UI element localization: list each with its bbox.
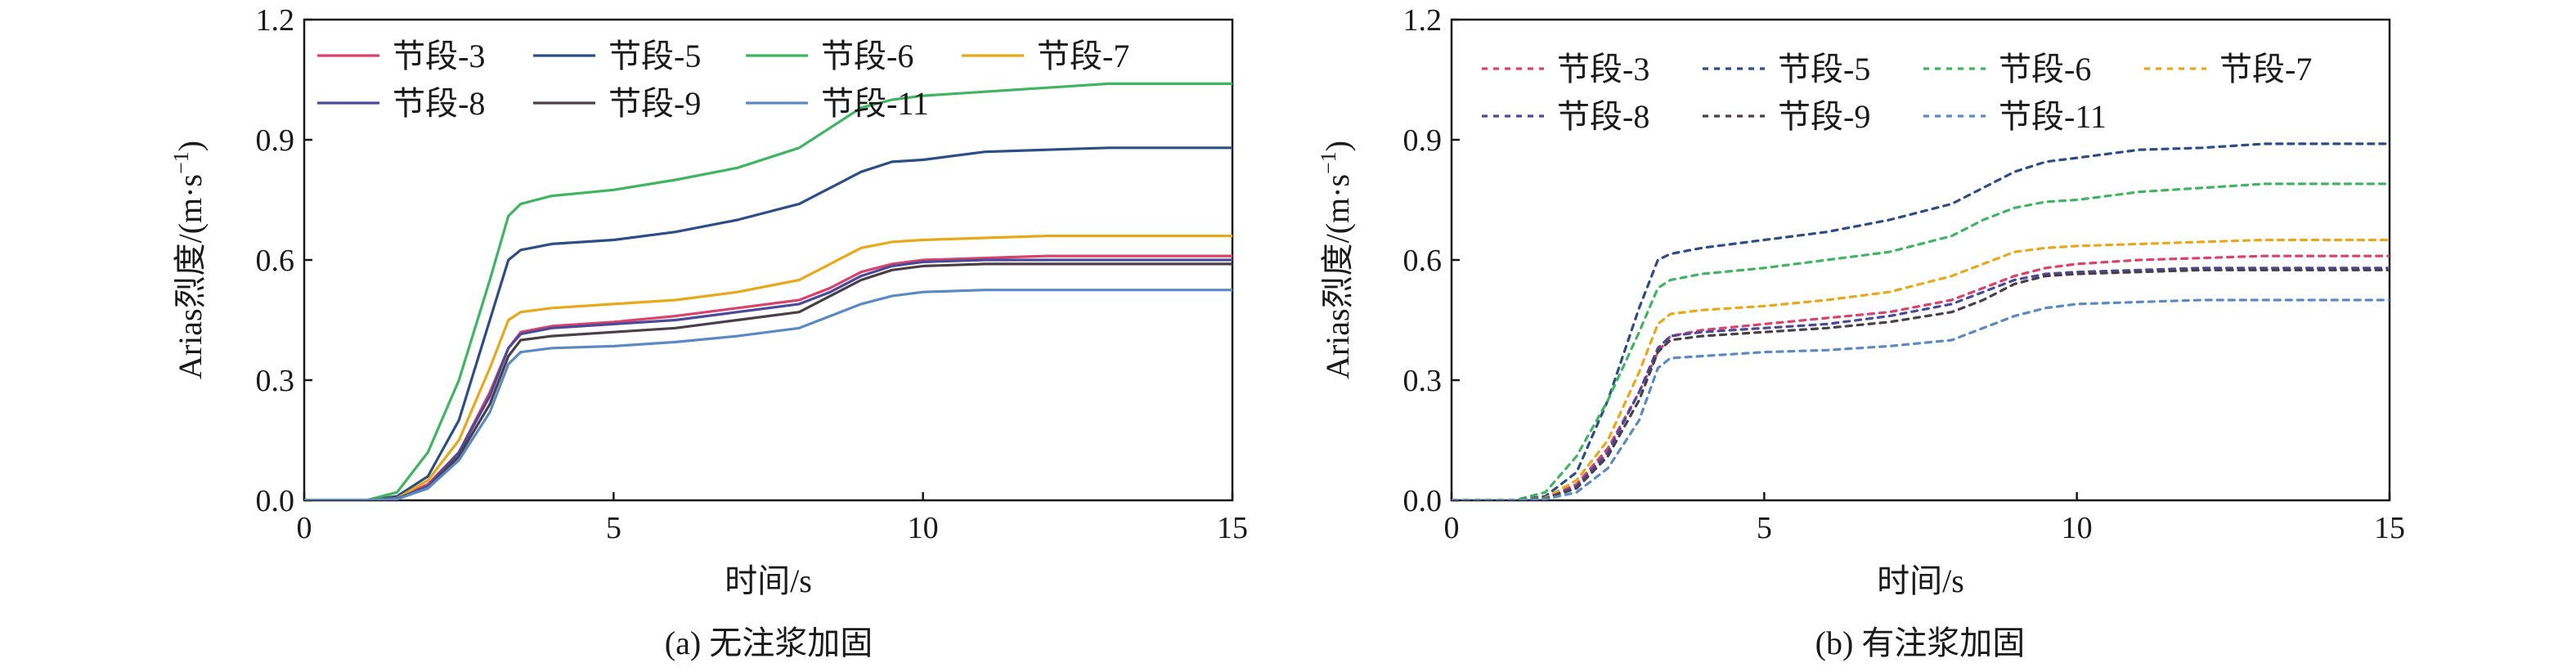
series-line-节段-7 — [1452, 238, 2390, 500]
legend-label-节段-8: 节段-8 — [1557, 98, 1649, 135]
legend-label-节段-3: 节段-3 — [1557, 51, 1649, 87]
y-tick-label: 0.3 — [1403, 364, 1443, 398]
legend-label-节段-6: 节段-6 — [1999, 51, 2091, 87]
y-tick-label: 0.6 — [1403, 244, 1443, 278]
series-line-节段-3 — [304, 254, 1232, 500]
series-line-节段-8 — [304, 258, 1232, 500]
legend: 节段-3 节段-5 节段-6 节段-7 节段-8 节段-9 节段-11 — [317, 38, 1129, 122]
legend-label-节段-8: 节段-8 — [393, 85, 485, 122]
legend-label-节段-9: 节段-9 — [608, 85, 701, 122]
series-line-节段-8 — [1452, 267, 2390, 500]
legend-label-节段-11: 节段-11 — [1999, 98, 2107, 135]
x-tick-label: 10 — [908, 511, 939, 545]
x-tick-label: 15 — [1217, 511, 1248, 545]
y-tick-label: 0.0 — [1403, 484, 1443, 518]
x-tick-label: 15 — [2374, 511, 2405, 545]
chart-panel-a: 0 5 10 15 0.0 0.3 0.6 0.9 1.2 时间/s Arias烈度/(m·s−1)… — [169, 3, 1248, 661]
legend-label-节段-9: 节段-9 — [1778, 98, 1870, 135]
y-tick-label: 0.9 — [256, 123, 295, 158]
y-axis-title: Arias烈度/(m·s−1) — [1317, 141, 1356, 379]
x-tick-label: 0 — [1444, 511, 1460, 545]
series-line-节段-11 — [1452, 298, 2390, 500]
legend-label-节段-3: 节段-3 — [393, 38, 485, 74]
panel-caption: (b) 有注浆加固 — [1815, 625, 2026, 661]
series-line-节段-6 — [304, 82, 1232, 500]
x-axis-title: 时间/s — [725, 562, 812, 599]
legend-label-节段-11: 节段-11 — [821, 85, 929, 122]
series-line-节段-9 — [304, 262, 1232, 500]
series-line-节段-3 — [1452, 254, 2390, 500]
series-line-节段-6 — [1452, 182, 2390, 500]
chart-panel-b: 0 5 10 15 0.0 0.3 0.6 0.9 1.2 时间/s Arias烈度/(m·s−1)… — [1317, 3, 2405, 661]
legend-label-节段-7: 节段-7 — [2219, 51, 2312, 87]
legend-label-节段-5: 节段-5 — [1778, 51, 1870, 87]
x-tick-label: 10 — [2062, 511, 2093, 545]
x-axis-title: 时间/s — [1877, 562, 1964, 599]
series-group — [304, 82, 1232, 500]
legend: 节段-3 节段-5 节段-6 节段-7 节段-8 节段-9 节段-11 — [1482, 51, 2312, 135]
y-axis-title: Arias烈度/(m·s−1) — [169, 141, 209, 379]
y-tick-label: 1.2 — [256, 3, 295, 38]
x-tick-label: 5 — [1757, 511, 1772, 545]
legend-label-节段-7: 节段-7 — [1037, 38, 1129, 74]
legend-label-节段-6: 节段-6 — [821, 38, 913, 74]
series-group — [1452, 142, 2390, 500]
y-tick-label: 0.6 — [256, 244, 295, 278]
series-line-节段-11 — [304, 289, 1232, 500]
series-line-节段-7 — [304, 235, 1232, 500]
panel-caption: (a) 无注浆加固 — [665, 625, 873, 661]
y-tick-label: 0.0 — [256, 484, 295, 518]
y-tick-label: 1.2 — [1403, 3, 1443, 38]
x-tick-label: 0 — [297, 511, 312, 545]
x-tick-label: 5 — [606, 511, 622, 545]
series-line-节段-5 — [1452, 142, 2390, 500]
y-tick-label: 0.3 — [256, 364, 295, 398]
series-line-节段-5 — [304, 146, 1232, 500]
legend-label-节段-5: 节段-5 — [608, 38, 701, 74]
series-line-节段-9 — [1452, 268, 2390, 500]
y-tick-label: 0.9 — [1403, 123, 1443, 158]
